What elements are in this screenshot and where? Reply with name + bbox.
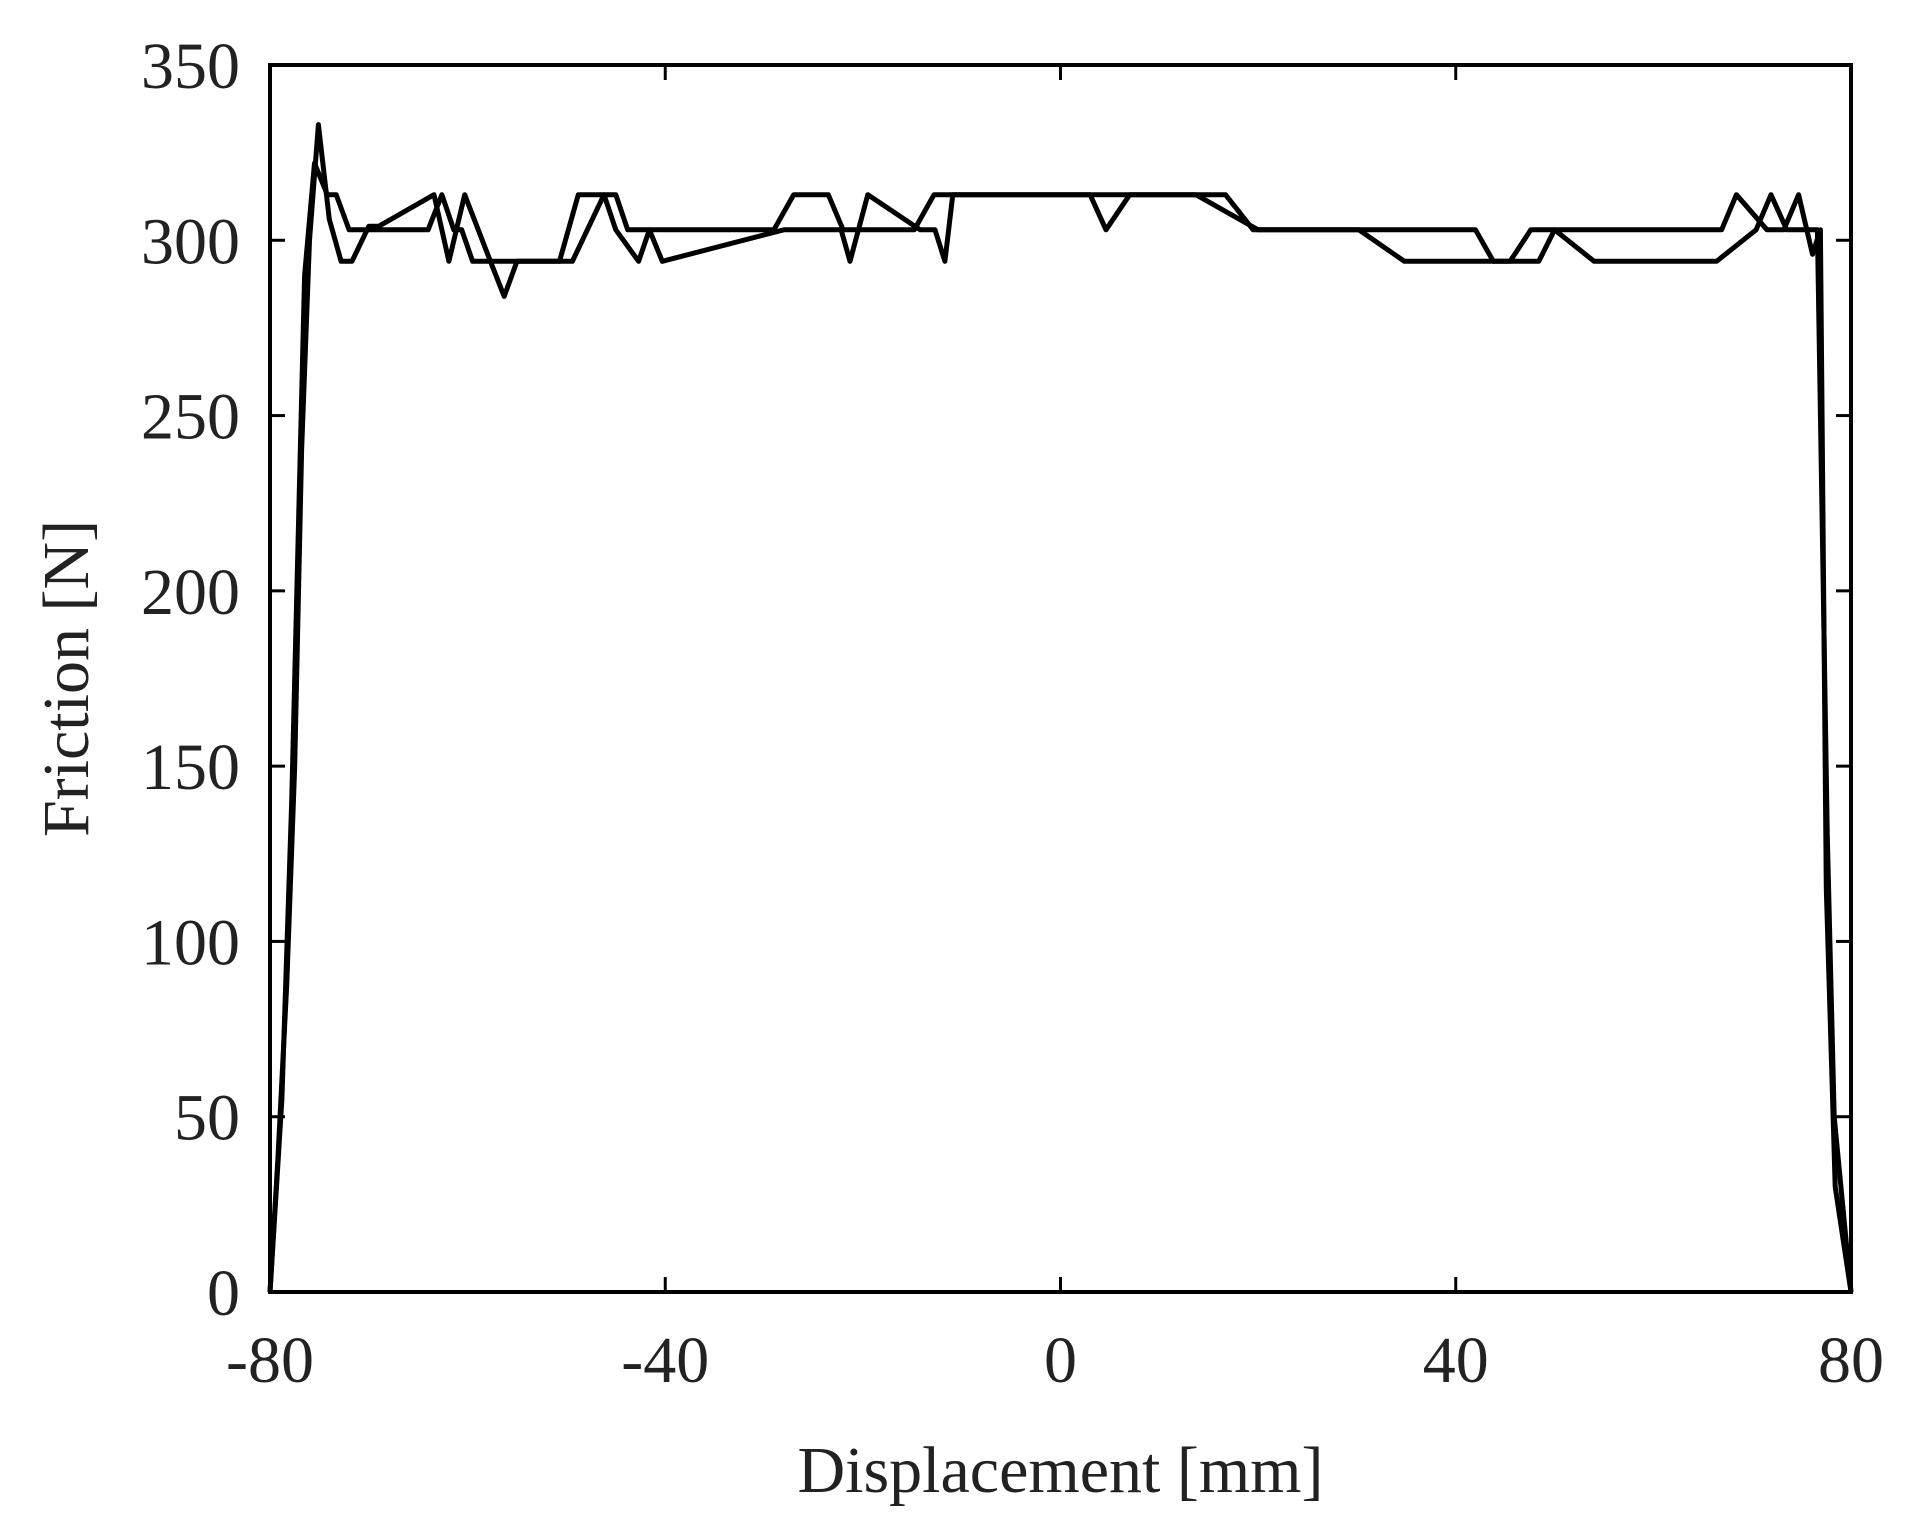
y-tick-label: 300 <box>141 205 240 278</box>
x-tick-label: -40 <box>621 1324 709 1397</box>
y-tick-label: 350 <box>141 30 240 103</box>
friction-series-line-1 <box>267 160 1854 1293</box>
y-tick-label: 150 <box>141 731 240 804</box>
x-tick-label: 40 <box>1423 1324 1489 1397</box>
series-group <box>267 122 1854 1293</box>
y-tick-label: 100 <box>141 906 240 979</box>
x-tick-label: -80 <box>226 1324 314 1397</box>
x-axis-title: Displacement [mm] <box>797 1434 1323 1507</box>
y-tick-label: 0 <box>207 1257 240 1330</box>
y-axis-title: Friction [N] <box>30 520 103 837</box>
axis-ticks <box>268 63 1853 1294</box>
y-tick-label: 50 <box>174 1082 240 1155</box>
y-tick-label: 250 <box>141 381 240 454</box>
x-tick-label: 0 <box>1044 1324 1077 1397</box>
x-tick-label: 80 <box>1818 1324 1884 1397</box>
y-tick-label: 200 <box>141 556 240 629</box>
plot-frame <box>268 63 1853 1294</box>
friction-series-line-2 <box>267 122 1854 1293</box>
tick-labels: -80 -40 0 40 80 0 50 100 150 200 250 300 350 <box>141 30 1884 1397</box>
